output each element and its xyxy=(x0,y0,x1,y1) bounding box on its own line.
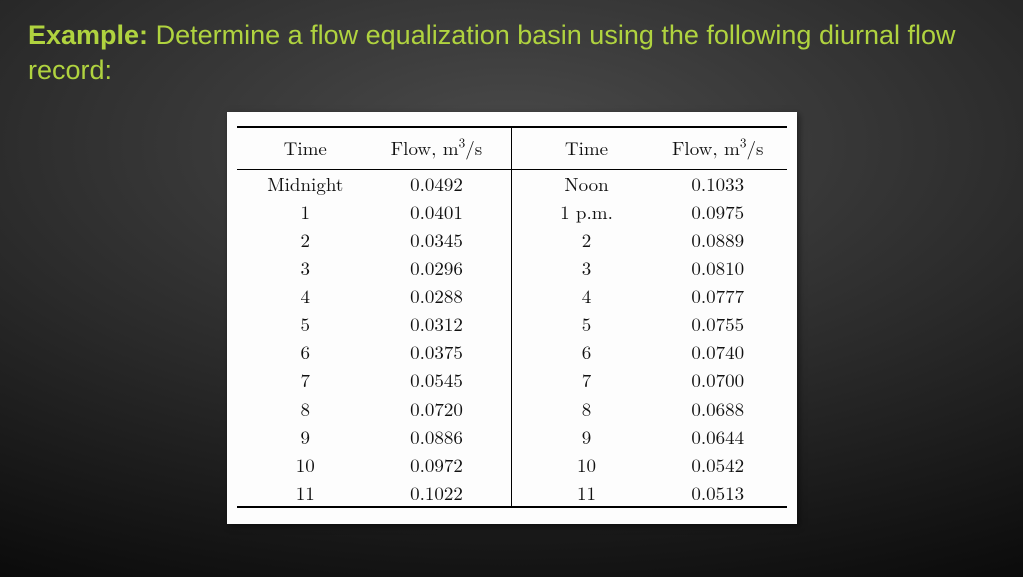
cell-time-pm: 1 p.m. xyxy=(512,198,650,226)
cell-time-am: 8 xyxy=(237,394,375,422)
cell-time-pm: 3 xyxy=(512,254,650,282)
table-head: Time Flow, m3/s Time Flow, m3/s xyxy=(237,127,787,170)
example-title: Example: Determine a flow equalization b… xyxy=(28,18,995,88)
cell-flow-pm: 0.1033 xyxy=(649,170,787,199)
cell-time-am: 1 xyxy=(237,198,375,226)
cell-time-am: Midnight xyxy=(237,170,375,199)
cell-flow-pm: 0.0889 xyxy=(649,226,787,254)
flow-table-container: Time Flow, m3/s Time Flow, m3/s Midnight… xyxy=(227,112,797,524)
flow-suffix-2: /s xyxy=(746,134,763,161)
table-row: 90.088690.0644 xyxy=(237,422,787,450)
cell-flow-pm: 0.0644 xyxy=(649,422,787,450)
cell-time-am: 3 xyxy=(237,254,375,282)
table-row: 70.054570.0700 xyxy=(237,366,787,394)
table-row: 100.0972100.0542 xyxy=(237,450,787,478)
header-flow-1: Flow, m3/s xyxy=(374,127,512,170)
cell-time-am: 5 xyxy=(237,310,375,338)
cell-flow-pm: 0.0700 xyxy=(649,366,787,394)
cell-time-pm: 2 xyxy=(512,226,650,254)
cell-flow-pm: 0.0688 xyxy=(649,394,787,422)
table-row: 80.072080.0688 xyxy=(237,394,787,422)
table-row: 20.034520.0889 xyxy=(237,226,787,254)
table-row: Midnight0.0492Noon0.1033 xyxy=(237,170,787,199)
cell-flow-am: 0.0401 xyxy=(374,198,512,226)
cell-flow-pm: 0.0542 xyxy=(649,450,787,478)
cell-flow-am: 0.0375 xyxy=(374,338,512,366)
cell-time-am: 9 xyxy=(237,422,375,450)
cell-flow-am: 0.1022 xyxy=(374,478,512,507)
cell-flow-pm: 0.0975 xyxy=(649,198,787,226)
cell-flow-pm: 0.0810 xyxy=(649,254,787,282)
cell-time-pm: 7 xyxy=(512,366,650,394)
cell-flow-am: 0.0886 xyxy=(374,422,512,450)
table-body: Midnight0.0492Noon0.103310.04011 p.m.0.0… xyxy=(237,170,787,508)
cell-flow-am: 0.0492 xyxy=(374,170,512,199)
cell-time-am: 2 xyxy=(237,226,375,254)
cell-time-am: 6 xyxy=(237,338,375,366)
cell-flow-pm: 0.0755 xyxy=(649,310,787,338)
cell-flow-am: 0.0972 xyxy=(374,450,512,478)
flow-prefix-1: Flow, m xyxy=(391,134,459,161)
table-row: 10.04011 p.m.0.0975 xyxy=(237,198,787,226)
cell-time-pm: 5 xyxy=(512,310,650,338)
cell-flow-am: 0.0312 xyxy=(374,310,512,338)
cell-time-am: 4 xyxy=(237,282,375,310)
cell-time-pm: 11 xyxy=(512,478,650,507)
cell-time-am: 10 xyxy=(237,450,375,478)
table-row: 30.029630.0810 xyxy=(237,254,787,282)
cell-flow-pm: 0.0740 xyxy=(649,338,787,366)
cell-time-pm: 9 xyxy=(512,422,650,450)
table-row: 60.037560.0740 xyxy=(237,338,787,366)
flow-table: Time Flow, m3/s Time Flow, m3/s Midnight… xyxy=(237,126,787,508)
flow-suffix-1: /s xyxy=(465,134,482,161)
cell-flow-am: 0.0296 xyxy=(374,254,512,282)
title-rest: Determine a flow equalization basin usin… xyxy=(28,20,956,85)
cell-flow-am: 0.0345 xyxy=(374,226,512,254)
cell-flow-am: 0.0545 xyxy=(374,366,512,394)
cell-flow-pm: 0.0513 xyxy=(649,478,787,507)
cell-flow-pm: 0.0777 xyxy=(649,282,787,310)
header-flow-2: Flow, m3/s xyxy=(649,127,787,170)
header-time-1: Time xyxy=(237,127,375,170)
table-row: 110.1022110.0513 xyxy=(237,478,787,507)
slide: Example: Determine a flow equalization b… xyxy=(0,0,1023,542)
flow-prefix-2: Flow, m xyxy=(672,134,740,161)
cell-flow-am: 0.0720 xyxy=(374,394,512,422)
cell-time-pm: 10 xyxy=(512,450,650,478)
cell-time-pm: 8 xyxy=(512,394,650,422)
cell-time-pm: 6 xyxy=(512,338,650,366)
title-bold: Example: xyxy=(28,20,148,50)
header-time-2: Time xyxy=(512,127,650,170)
table-row: 50.031250.0755 xyxy=(237,310,787,338)
cell-time-pm: Noon xyxy=(512,170,650,199)
cell-time-am: 7 xyxy=(237,366,375,394)
cell-flow-am: 0.0288 xyxy=(374,282,512,310)
cell-time-pm: 4 xyxy=(512,282,650,310)
table-row: 40.028840.0777 xyxy=(237,282,787,310)
cell-time-am: 11 xyxy=(237,478,375,507)
